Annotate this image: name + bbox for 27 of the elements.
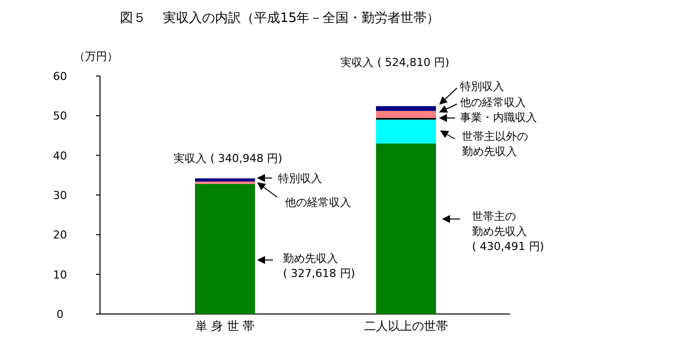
bar bbox=[195, 178, 255, 182]
y-tick-label: 20 bbox=[53, 228, 67, 242]
y-tick-label: 10 bbox=[53, 268, 67, 282]
bar bbox=[376, 110, 436, 118]
y-tick-label: 50 bbox=[53, 110, 67, 123]
bar bbox=[195, 184, 255, 314]
annotation: 実収入 ( 340,948 円) bbox=[174, 152, 282, 165]
annotation: 特別収入 bbox=[278, 172, 322, 185]
annotation: 事業・内職収入 bbox=[460, 111, 537, 124]
annotation: 世帯主の勤め先収入 ( 430,491 円) bbox=[472, 210, 544, 253]
y-tick-label: 40 bbox=[53, 149, 67, 162]
text: 実収入 ( 524,810 円) bbox=[340, 56, 450, 69]
y-axis-title: （万円） bbox=[74, 50, 118, 63]
bar bbox=[376, 120, 436, 144]
y-tick-label: 0 bbox=[56, 308, 64, 321]
annotation: 他の経常収入 bbox=[460, 96, 526, 109]
bar bbox=[376, 143, 436, 314]
bar bbox=[376, 106, 436, 111]
annotation: 特別収入 bbox=[460, 80, 504, 93]
annotation: 勤め先収入 ( 327,618 円) bbox=[283, 252, 356, 280]
y-tick-label: 60 bbox=[53, 70, 67, 83]
y-tick-label: 30 bbox=[53, 189, 67, 202]
chart-title: 図５ 実収入の内訳（平成15年－全国・勤労者世帯） bbox=[120, 10, 440, 26]
annotation: 世帯主以外の勤め先収入 bbox=[462, 130, 528, 158]
x-tick-label: 単 身 世 帯 bbox=[195, 319, 255, 333]
x-tick-label: 二人以上の世帯 bbox=[364, 319, 448, 333]
annotation: 他の経常収入 bbox=[285, 196, 351, 209]
